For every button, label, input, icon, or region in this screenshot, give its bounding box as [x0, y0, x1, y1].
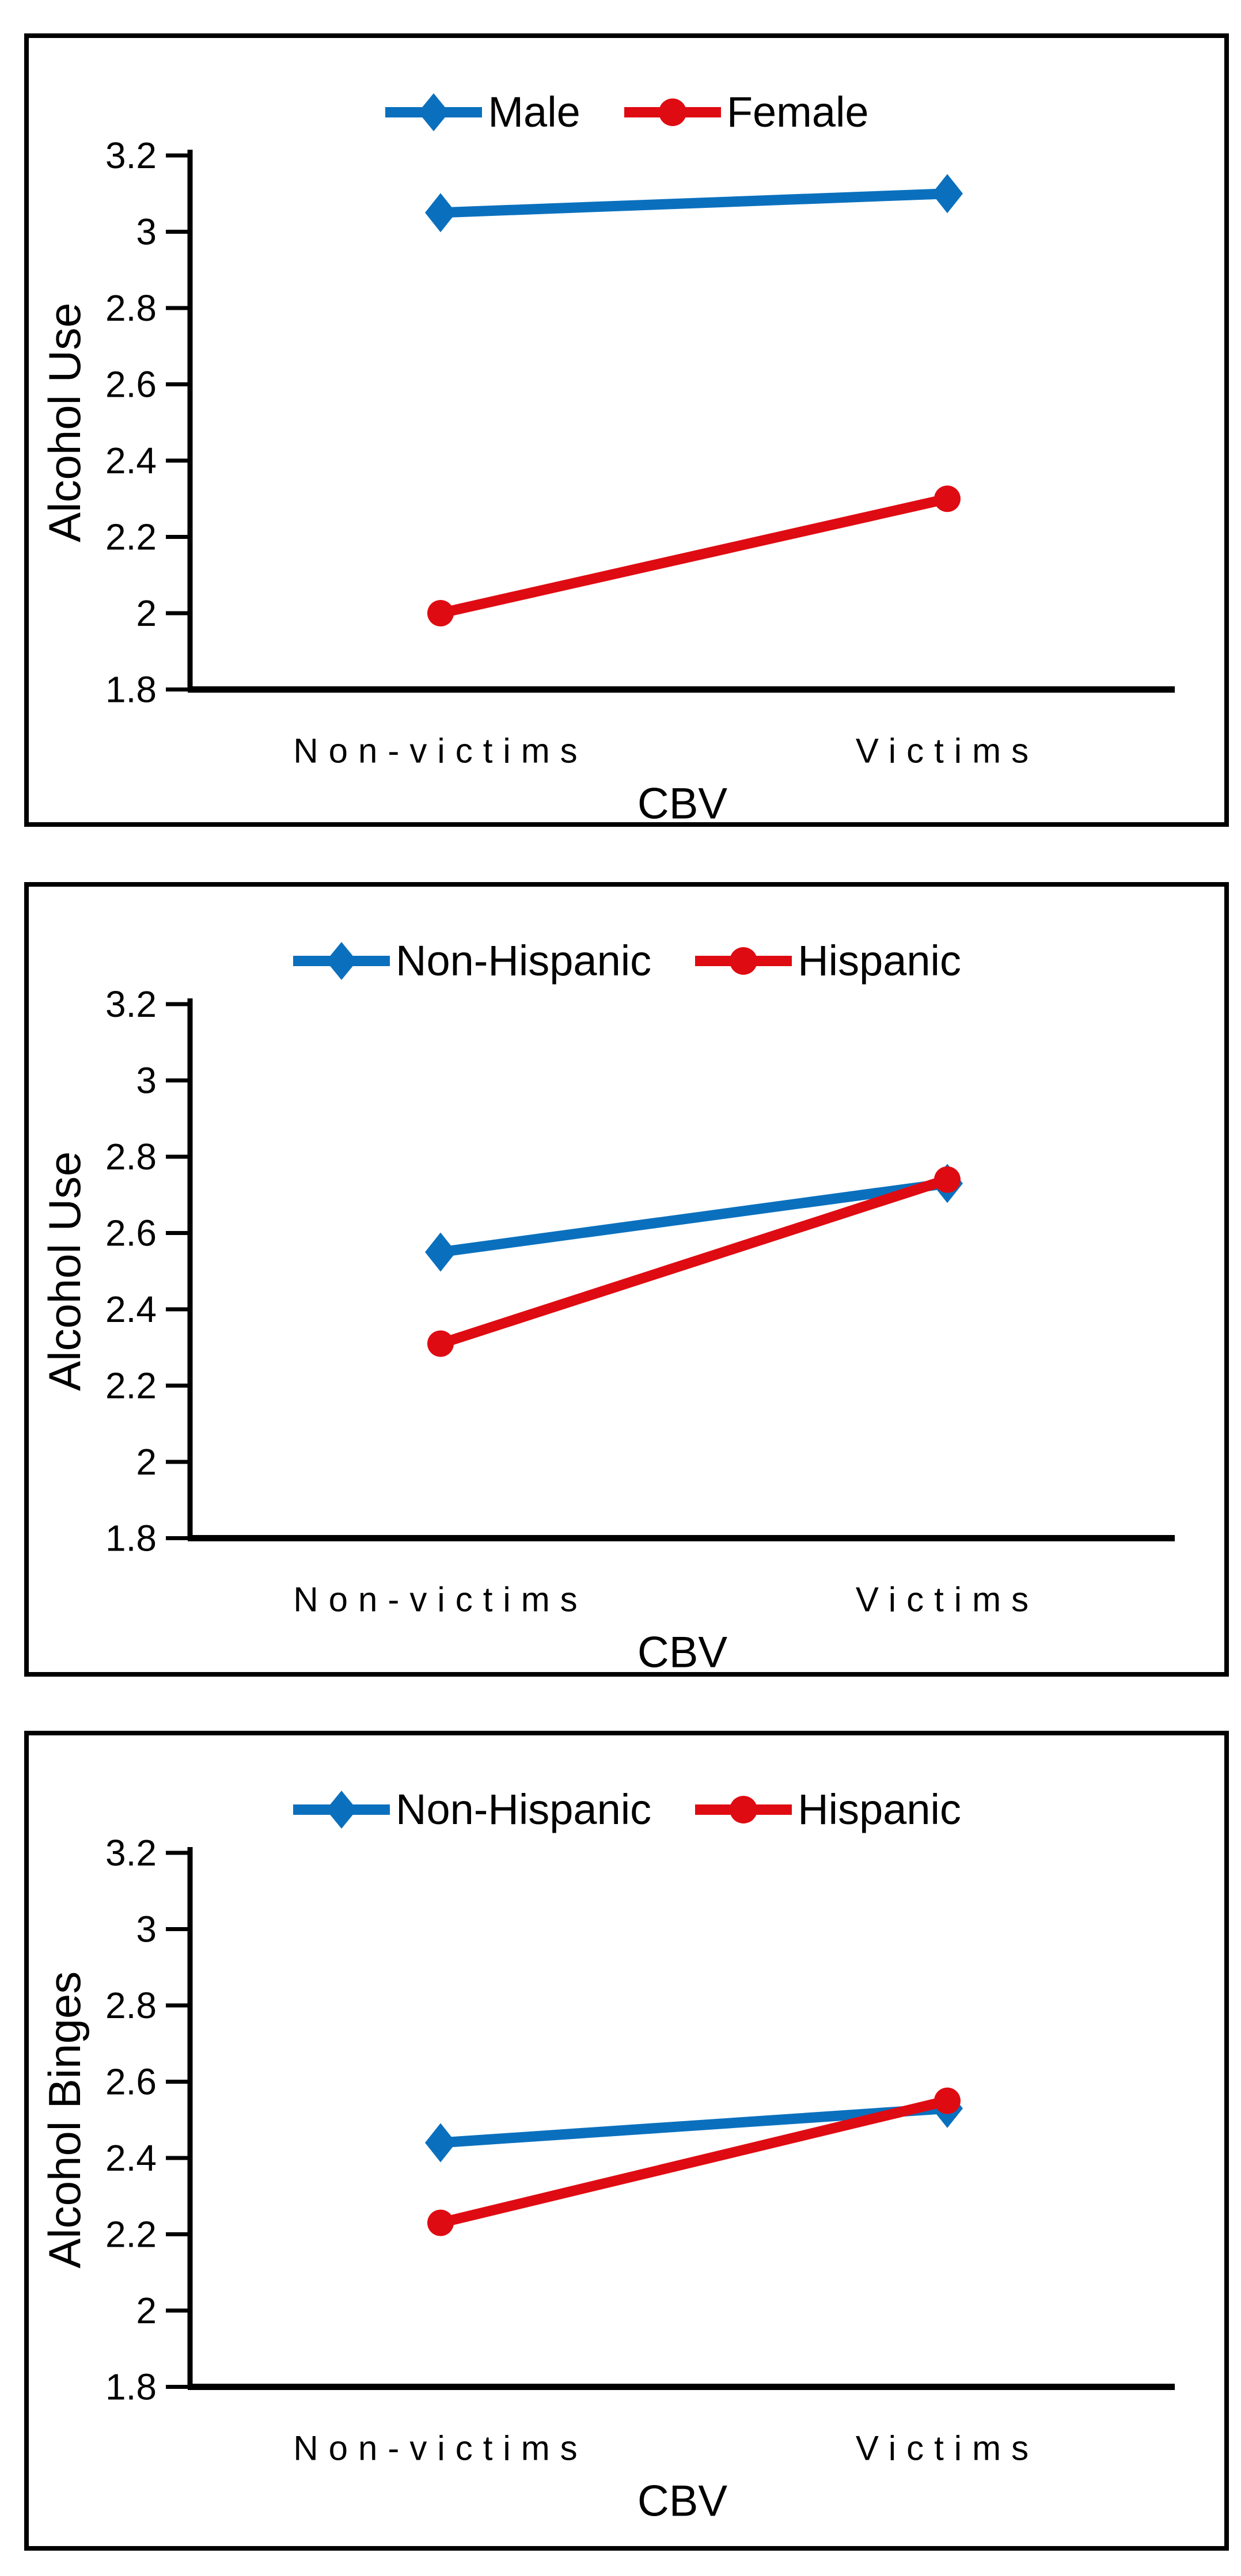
y-tick-label: 2.6	[105, 1213, 157, 1254]
x-category-label: Non-victims	[293, 2429, 587, 2468]
legend-label: Male	[488, 88, 580, 136]
circle-marker-icon	[730, 947, 758, 975]
circle-marker-icon	[427, 600, 454, 626]
chart-panel-ethnicity-alcohol-use: Non-Hispanic Hispanic 3.2 3 2.8 2.6 2.4 2.2 2 1…	[24, 882, 1229, 1677]
x-axis-title: CBV	[637, 780, 728, 829]
x-category-label: Non-victims	[293, 1580, 587, 1619]
legend-item-series2: Hispanic	[694, 940, 961, 982]
legend-label: Non-Hispanic	[396, 937, 652, 985]
series-line-circle	[439, 493, 948, 618]
legend-item-series2: Female	[623, 91, 869, 134]
y-tick-label: 1.8	[105, 2366, 157, 2408]
legend-item-series2: Hispanic	[694, 1788, 961, 1831]
line-chart-plot: 3.2 3 2.8 2.6 2.4 2.2 2 1.8 Non-victims Victims CB…	[39, 1832, 1175, 2526]
y-axis-title: Alcohol Use	[39, 1152, 90, 1391]
y-tick-label: 2	[136, 1441, 157, 1483]
legend-label: Hispanic	[798, 1785, 961, 1833]
series-line-circle	[439, 1175, 949, 1349]
series-line-diamond	[440, 188, 948, 218]
y-tick-label: 3.2	[105, 1832, 157, 1874]
x-category-label: Victims	[856, 732, 1039, 770]
y-tick-label: 2.6	[105, 364, 157, 405]
legend-label: Hispanic	[798, 937, 961, 985]
circle-marker-icon	[658, 98, 686, 126]
y-tick-label: 2.4	[105, 1289, 157, 1330]
x-category-label: Victims	[856, 1580, 1039, 1619]
legend: Male Female	[29, 91, 1224, 134]
diamond-marker-icon	[425, 193, 456, 233]
x-axis-title: CBV	[637, 2477, 728, 2526]
legend-marker-diamond-icon	[293, 942, 390, 980]
legend: Non-Hispanic Hispanic	[29, 1788, 1224, 1831]
y-tick-label: 1.8	[105, 669, 157, 711]
diamond-marker-icon	[425, 2123, 456, 2163]
legend-label: Non-Hispanic	[396, 1785, 652, 1833]
y-axis-title: Alcohol Use	[39, 303, 90, 542]
y-tick-label: 2.8	[105, 287, 157, 329]
legend-marker-circle-icon	[695, 1796, 792, 1823]
y-tick-label: 2.2	[105, 516, 157, 558]
series-line-diamond	[440, 2103, 948, 2148]
y-tick-label: 3.2	[105, 135, 157, 176]
y-tick-label: 2.8	[105, 1985, 157, 2026]
diamond-marker-icon	[425, 1232, 456, 1272]
legend-marker-diamond-icon	[293, 1791, 390, 1829]
x-axis-title: CBV	[637, 1628, 728, 1677]
diamond-marker-icon	[326, 942, 357, 980]
circle-marker-icon	[427, 1330, 454, 1357]
y-axis-title: Alcohol Binges	[39, 1971, 90, 2269]
y-tick-label: 2.4	[105, 2137, 157, 2179]
circle-marker-icon	[934, 1166, 961, 1193]
y-tick-label: 3.2	[105, 983, 157, 1025]
y-tick-label: 3	[136, 1060, 157, 1101]
legend-item-series1: Non-Hispanic	[292, 1788, 651, 1831]
y-tick-label: 2	[136, 592, 157, 634]
line-chart-plot: 3.2 3 2.8 2.6 2.4 2.2 2 1.8 Non-victims Victims CB…	[39, 135, 1175, 829]
y-tick-label: 2.4	[105, 440, 157, 481]
y-tick-label: 3	[136, 1909, 157, 1950]
circle-marker-icon	[934, 485, 961, 512]
legend-label: Female	[726, 88, 869, 136]
x-category-label: Victims	[856, 2429, 1039, 2468]
y-tick-label: 1.8	[105, 1518, 157, 1559]
legend-marker-circle-icon	[695, 947, 792, 975]
y-tick-label: 2.6	[105, 2061, 157, 2103]
diamond-marker-icon	[418, 93, 450, 131]
x-category-label: Non-victims	[293, 732, 587, 770]
legend-marker-diamond-icon	[385, 93, 483, 131]
circle-marker-icon	[730, 1796, 758, 1823]
y-tick-label: 2	[136, 2290, 157, 2331]
chart-panel-ethnicity-alcohol-binges: Non-Hispanic Hispanic 3.2 3 2.8 2.6 2.4 2.2 2 1…	[24, 1731, 1229, 2551]
legend-marker-circle-icon	[624, 98, 721, 126]
legend: Non-Hispanic Hispanic	[29, 940, 1224, 982]
circle-marker-icon	[427, 2209, 454, 2236]
y-tick-label: 3	[136, 211, 157, 253]
y-tick-label: 2.2	[105, 2214, 157, 2255]
circle-marker-icon	[934, 2087, 961, 2114]
y-tick-label: 2.2	[105, 1365, 157, 1407]
series-line-circle	[439, 2095, 949, 2228]
diamond-marker-icon	[932, 174, 963, 214]
y-tick-label: 2.8	[105, 1136, 157, 1177]
chart-panel-gender-alcohol-use: Male Female 3.2 3 2.8 2.6 2.4 2.2 2 1.8 Non-vict…	[24, 33, 1229, 829]
series-line-diamond	[439, 1178, 948, 1257]
legend-item-series1: Male	[384, 91, 580, 134]
diamond-marker-icon	[326, 1791, 357, 1829]
legend-item-series1: Non-Hispanic	[292, 940, 651, 982]
line-chart-plot: 3.2 3 2.8 2.6 2.4 2.2 2 1.8 Non-victims Victims CB…	[39, 983, 1175, 1677]
